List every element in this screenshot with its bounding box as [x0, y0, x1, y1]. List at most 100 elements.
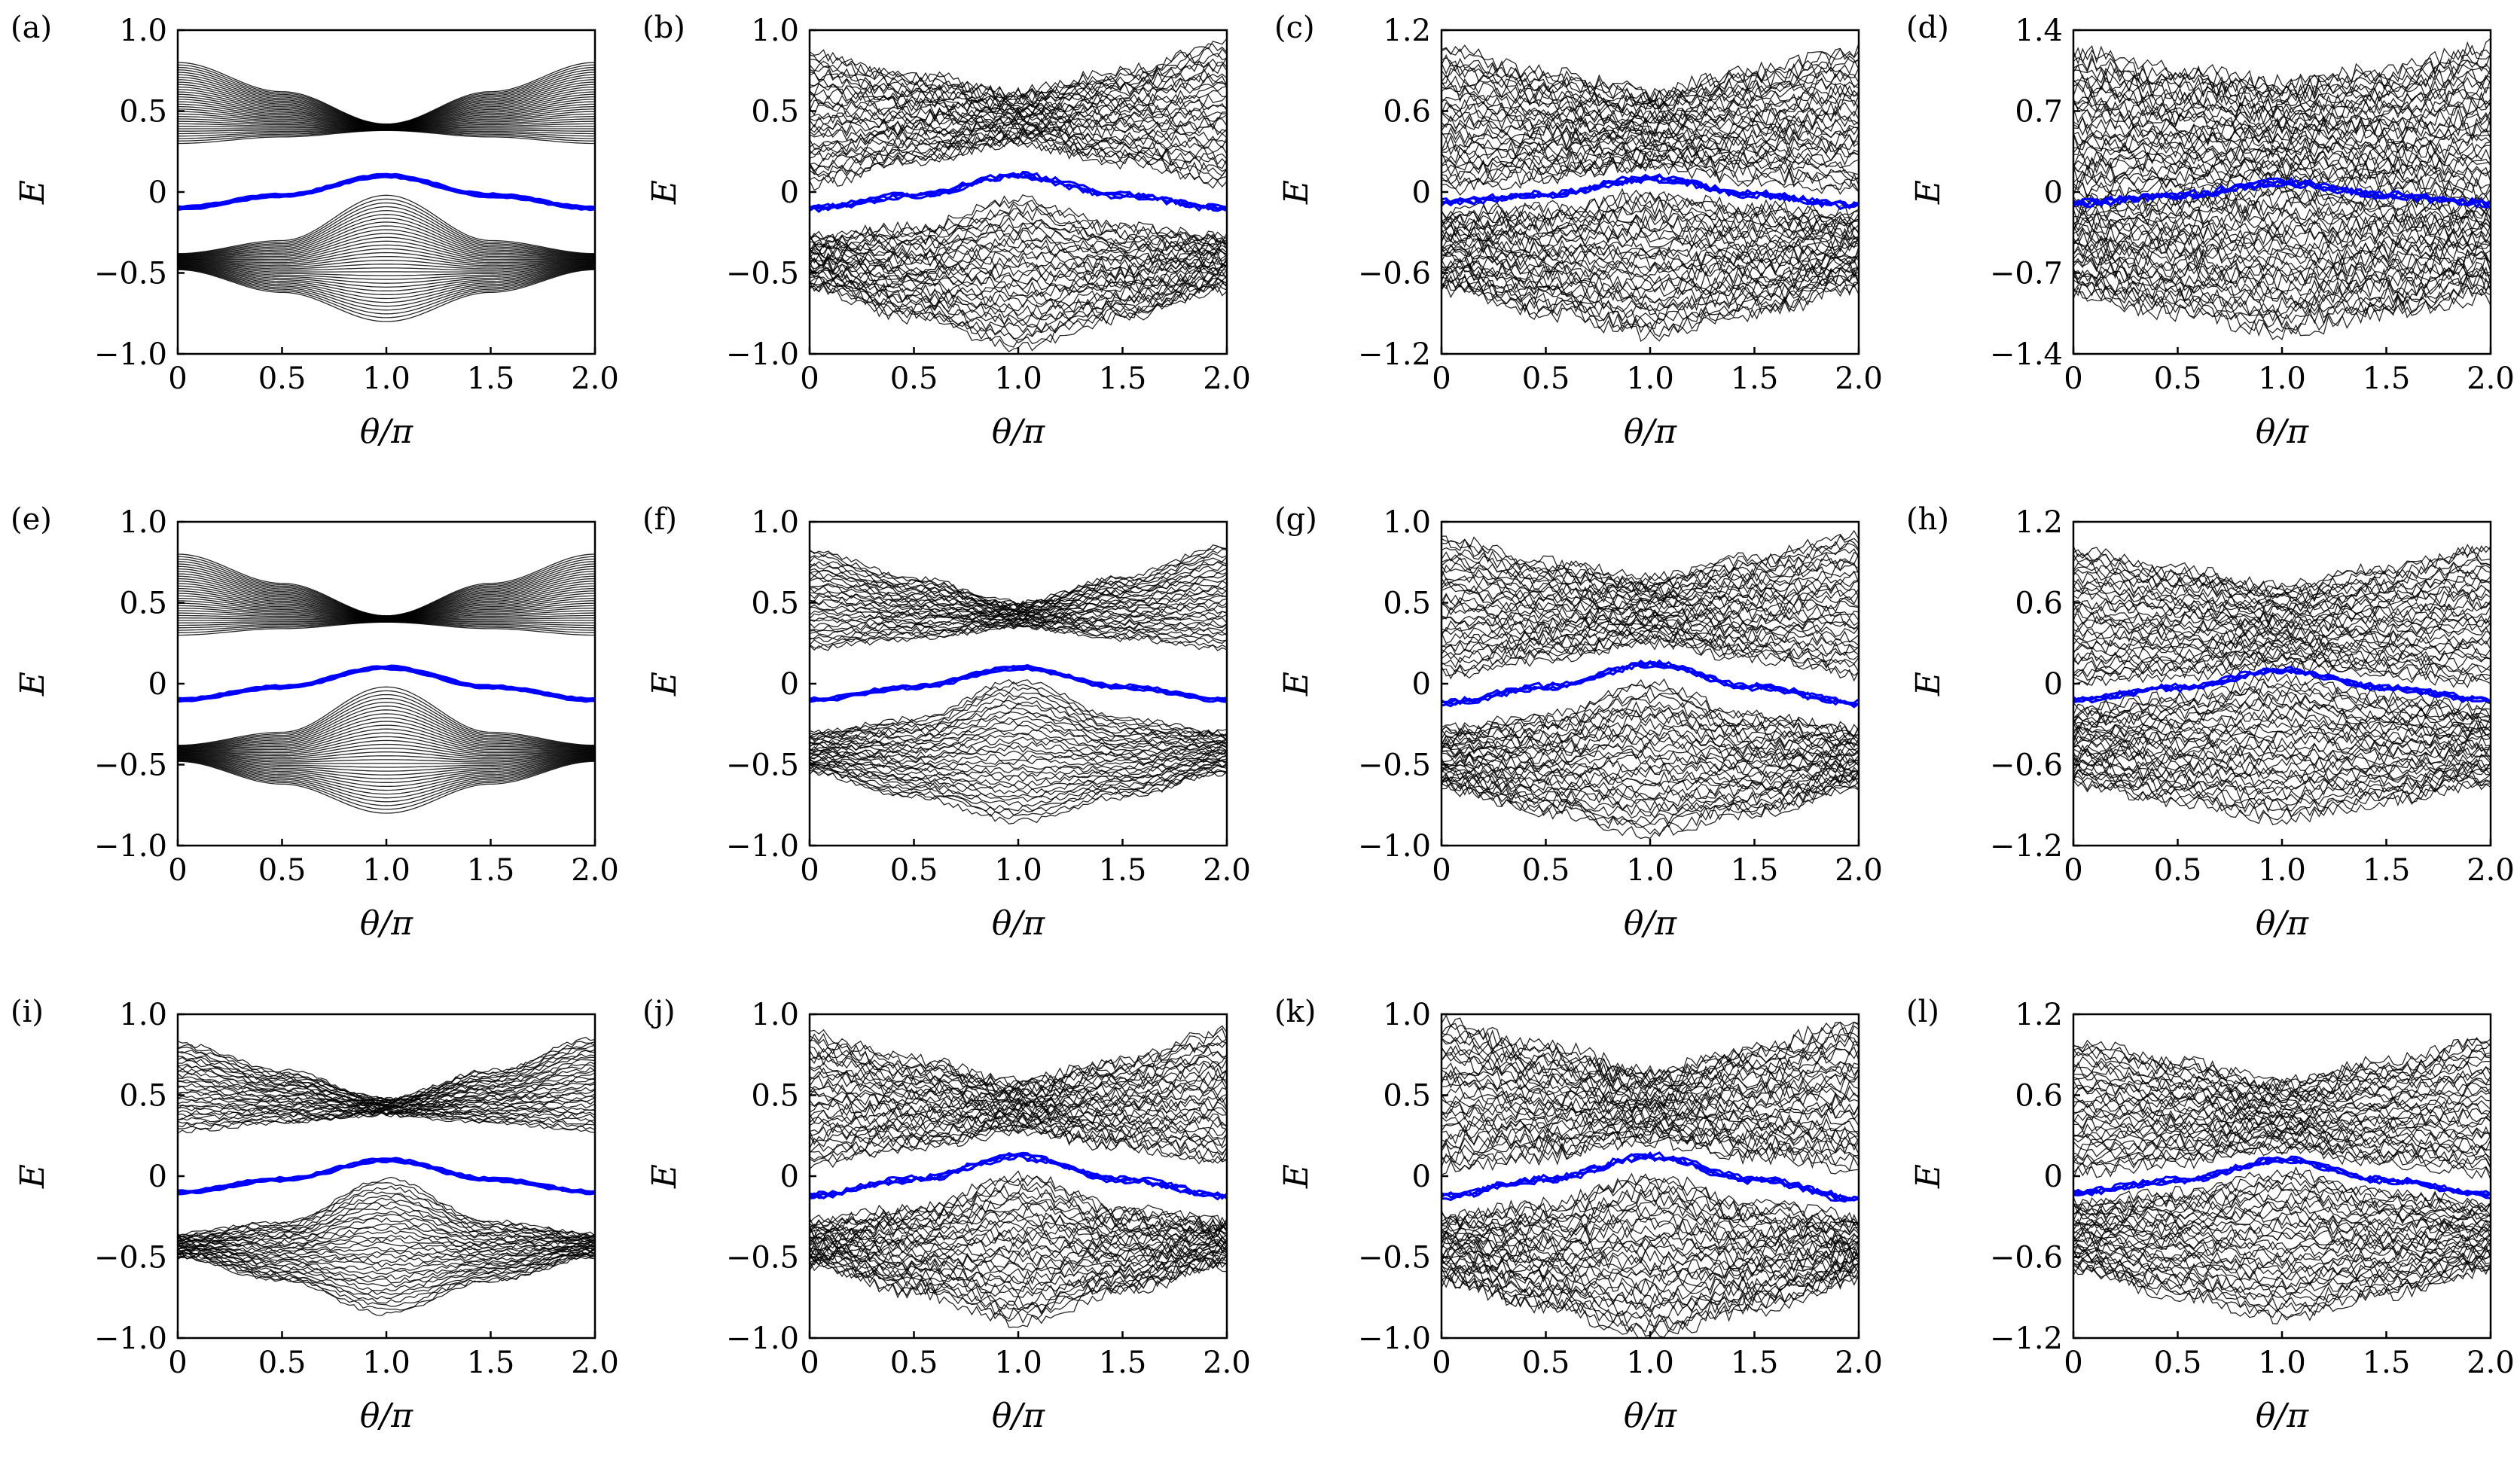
y-tick-label: 0.7 [2015, 95, 2063, 130]
upper-band-line [810, 572, 1227, 613]
lower-band-line [810, 770, 1227, 824]
lower-band-line [1442, 742, 1859, 764]
y-tick-label: −1.0 [94, 337, 167, 372]
x-tick-label: 0.5 [2154, 853, 2202, 888]
x-tick-label: 0.5 [890, 1346, 938, 1380]
upper-band-line [1442, 1024, 1859, 1083]
lower-band-line [1442, 200, 1859, 227]
upper-band-line [810, 1122, 1227, 1158]
lower-band-line [1442, 280, 1859, 337]
lower-band-line [1442, 757, 1859, 779]
edge-state-line [2073, 1155, 2491, 1195]
y-tick-label: 1.0 [1383, 998, 1431, 1032]
lower-band-line [178, 1225, 595, 1246]
x-tick-label: 1.0 [2258, 361, 2306, 396]
y-tick-label: 0.6 [2015, 587, 2063, 621]
y-tick-label: −1.2 [1990, 1321, 2063, 1356]
upper-band-line [1442, 1093, 1859, 1118]
lower-band-line [178, 264, 595, 280]
lower-band-line [178, 1251, 595, 1295]
upper-band-line [2073, 152, 2491, 176]
lower-band-line [810, 758, 1227, 782]
edge-states [1442, 659, 1859, 709]
x-tick-label: 0 [800, 1346, 819, 1380]
edge-state-line [1442, 1151, 1859, 1202]
x-tick-label: 0 [2064, 853, 2082, 888]
x-axis-label: θ/π [1624, 904, 1677, 943]
y-tick-label: −1.0 [726, 337, 799, 372]
upper-band-line [1442, 110, 1859, 138]
x-tick-label: 0.5 [2154, 1346, 2202, 1380]
y-tick-label: 1.2 [2015, 998, 2063, 1032]
upper-band-line [1442, 543, 1859, 591]
bulk-bands [810, 544, 1227, 824]
lower-band-line [810, 753, 1227, 770]
lower-band-line [810, 681, 1227, 737]
x-tick-label: 0.5 [890, 361, 938, 396]
y-axis-label: E [1277, 1164, 1316, 1189]
upper-band-line [1442, 570, 1859, 605]
lower-band-line [810, 1236, 1227, 1257]
y-tick-label: −0.6 [1990, 1241, 2063, 1276]
upper-band-line [2073, 96, 2491, 130]
panel-label: (e) [11, 502, 52, 537]
upper-band-line [2073, 614, 2491, 637]
upper-band-line [2073, 99, 2491, 134]
lower-band-line [810, 691, 1227, 739]
upper-band-line [1442, 105, 1859, 135]
upper-band-line [810, 43, 1227, 101]
upper-band-line [2073, 551, 2491, 596]
panel-label: (j) [642, 995, 676, 1029]
upper-band-line [2073, 658, 2491, 689]
lower-band-line [178, 255, 595, 267]
lower-band-line [178, 759, 595, 803]
upper-band-line [2073, 1095, 2491, 1119]
lower-band-line [2073, 254, 2491, 292]
panel-label: (g) [1274, 502, 1317, 537]
upper-band-line [1442, 1036, 1859, 1088]
lower-band-line [2073, 1192, 2491, 1222]
panel-label: (f) [642, 502, 677, 537]
lower-band-line [810, 258, 1227, 286]
upper-band-line [1442, 1132, 1859, 1172]
lower-band-line [2073, 269, 2491, 313]
lower-band-line [178, 1253, 595, 1304]
y-tick-label: 0.5 [1383, 1079, 1431, 1114]
upper-band-line [1442, 624, 1859, 652]
upper-band-line [1442, 1049, 1859, 1094]
lower-band-line [1442, 1264, 1859, 1322]
upper-band-line [810, 618, 1227, 632]
x-tick-label: 0.5 [258, 1346, 307, 1380]
upper-band-line [2073, 1099, 2491, 1122]
x-axis-label: θ/π [360, 413, 413, 451]
upper-band-line [810, 47, 1227, 101]
upper-band-line [810, 1067, 1227, 1103]
upper-band-line [2073, 117, 2491, 145]
upper-band-line [178, 1050, 595, 1104]
lower-band-line [2073, 696, 2491, 730]
x-tick-label: 0 [168, 1346, 187, 1380]
lower-band-line [810, 273, 1227, 321]
lower-band-line [810, 1211, 1227, 1240]
x-tick-label: 2.0 [2467, 361, 2515, 396]
x-tick-label: 1.5 [2363, 853, 2411, 888]
lower-band-line [1442, 685, 1859, 738]
upper-band-line [2073, 623, 2491, 642]
upper-band-line [1442, 1031, 1859, 1084]
upper-band-line [1442, 1133, 1859, 1175]
y-tick-label: 1.0 [751, 14, 799, 48]
lower-band-line [2073, 218, 2491, 240]
x-axis-label: θ/π [2256, 413, 2309, 451]
lower-band-line [1442, 1232, 1859, 1255]
lower-band-line [2073, 743, 2491, 763]
upper-band-line [2073, 591, 2491, 620]
x-tick-label: 1.5 [1731, 1346, 1779, 1380]
y-tick-label: 0 [780, 1160, 799, 1194]
lower-band-line [1442, 213, 1859, 236]
lower-band-line [810, 1239, 1227, 1263]
lower-band-line [810, 694, 1227, 741]
lower-band-line [1442, 1226, 1859, 1251]
y-tick-label: −0.7 [1990, 257, 2063, 291]
lower-band-line [178, 267, 595, 307]
